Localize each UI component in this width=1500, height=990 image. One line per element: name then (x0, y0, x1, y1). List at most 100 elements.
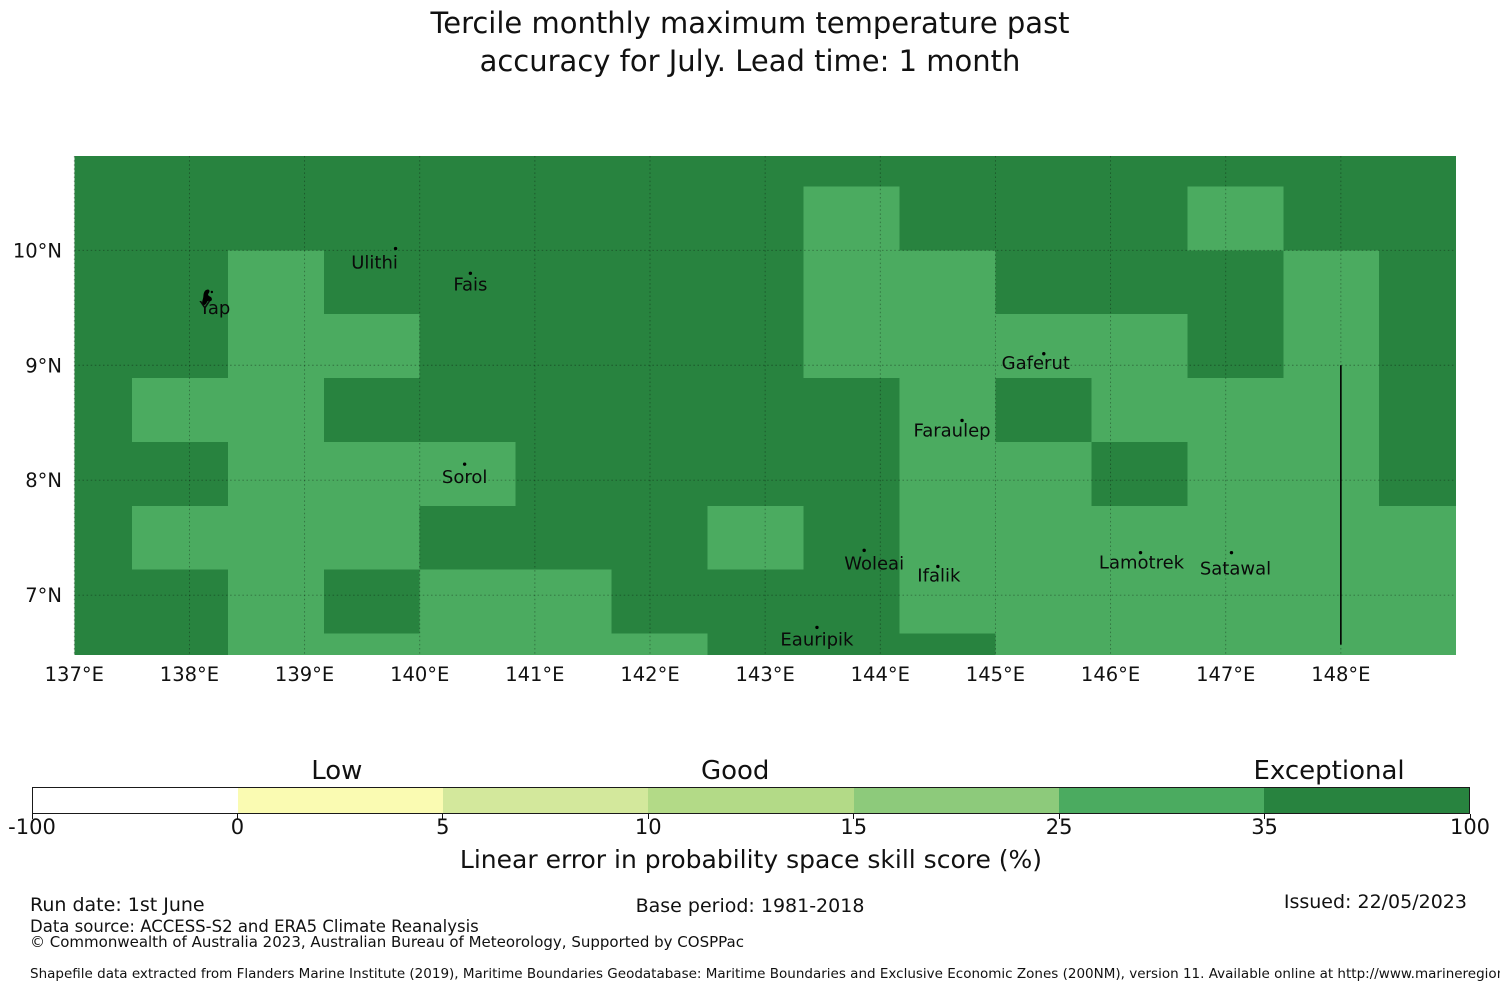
skill-cell (995, 441, 1092, 506)
island-dot (1138, 550, 1143, 555)
skill-cell (803, 314, 900, 379)
skill-cell (1379, 505, 1456, 570)
island-label: Yap (198, 298, 230, 319)
x-axis-tick-label: 144°E (851, 663, 910, 686)
island-label: Ifalik (917, 565, 961, 586)
shapefile-credit-text: Shapefile data extracted from Flanders M… (30, 966, 1500, 982)
skill-cell (227, 250, 324, 315)
skill-cell (995, 569, 1092, 634)
run-date-text: Run date: 1st June (30, 894, 205, 916)
base-period-text: Base period: 1981-2018 (635, 895, 865, 917)
chart-title-line1: Tercile monthly maximum temperature past (430, 6, 1070, 40)
skill-cell (1187, 186, 1284, 251)
skill-cell (995, 314, 1092, 379)
colorbar-segment (238, 788, 444, 813)
colorbar-tick (647, 814, 649, 819)
skill-cell (227, 378, 324, 442)
colorbar-tick-label: 100 (1449, 815, 1491, 839)
skill-cell (323, 314, 420, 379)
skill-cell (1283, 633, 1380, 655)
colorbar-category-label: Low (311, 756, 363, 786)
island-dot (462, 462, 467, 466)
island-dot (960, 418, 964, 423)
island-label: Sorol (442, 467, 487, 488)
island-label: Eauripik (780, 629, 854, 650)
skill-cell (323, 441, 420, 506)
skill-cell (1091, 505, 1188, 570)
colorbar-tick-label: 5 (436, 815, 450, 839)
colorbar-tick-label: 25 (1045, 815, 1073, 839)
skill-cell (899, 378, 996, 442)
colorbar-category-label: Exceptional (1253, 756, 1405, 786)
x-axis-tick-label: 139°E (275, 663, 334, 686)
skill-cell (995, 633, 1092, 655)
skill-cell (1091, 378, 1188, 442)
issued-date-text: Issued: 22/05/2023 (1283, 891, 1467, 913)
skill-cell (1283, 441, 1380, 506)
island-dot (1229, 550, 1234, 555)
skill-cell (227, 505, 324, 570)
skill-cell (227, 633, 324, 655)
colorbar-segment (443, 788, 649, 813)
island-dot (815, 625, 819, 630)
colorbar-tick (1264, 814, 1266, 819)
colorbar-tick (1058, 814, 1060, 819)
island-dot (468, 271, 473, 275)
skill-cell (803, 250, 900, 315)
skill-cell (419, 441, 516, 506)
colorbar-segment (853, 788, 1059, 813)
skill-cell (1283, 250, 1380, 315)
colorbar-segment (1263, 788, 1469, 813)
skill-cell (131, 378, 228, 442)
skill-cell (1187, 569, 1284, 634)
chart-title-line2: accuracy for July. Lead time: 1 month (479, 44, 1021, 78)
x-axis-tick-label: 141°E (505, 663, 564, 686)
x-axis-tick-label: 140°E (390, 663, 449, 686)
skill-cell (131, 505, 228, 570)
y-axis-tick-label: 9°N (25, 354, 62, 377)
skill-cell (515, 569, 612, 634)
skill-cell (899, 250, 996, 315)
island-label: Fais (453, 274, 487, 295)
skill-cell (323, 633, 420, 655)
x-axis-tick-label: 147°E (1196, 663, 1255, 686)
data-source-text: Data source: ACCESS-S2 and ERA5 Climate … (30, 917, 479, 936)
island-label: Gaferut (1002, 353, 1070, 374)
colorbar-tick (853, 814, 855, 819)
colorbar-tick (442, 814, 444, 819)
skill-cell (515, 633, 612, 655)
island-dot (1042, 352, 1046, 356)
skill-cell (419, 633, 516, 655)
skill-cell (1187, 505, 1284, 570)
y-axis-tick-label: 8°N (25, 469, 62, 492)
skill-cell (1187, 633, 1284, 655)
colorbar (32, 787, 1470, 814)
colorbar-category-label: Good (700, 756, 770, 786)
x-axis-tick-label: 143°E (736, 663, 795, 686)
colorbar-tick (31, 814, 33, 819)
skill-cell (1379, 569, 1456, 634)
skill-cell (1283, 378, 1380, 442)
island-dot (393, 246, 398, 251)
skill-cell (1091, 314, 1188, 379)
skill-cell (899, 505, 996, 570)
skill-cell (227, 569, 324, 634)
skill-cell (1379, 633, 1456, 655)
skill-cell (227, 441, 324, 506)
island-label: Faraulep (914, 420, 991, 441)
colorbar-tick-label: 35 (1251, 815, 1278, 839)
skill-cell (323, 505, 420, 570)
skill-cell (707, 505, 804, 570)
x-axis-tick-label: 146°E (1081, 663, 1140, 686)
colorbar-segment (33, 788, 239, 813)
skill-cell (1283, 314, 1380, 379)
skill-cell (227, 314, 324, 379)
skill-cell (1283, 569, 1380, 634)
skill-cell (1091, 633, 1188, 655)
colorbar-tick-label: 15 (840, 815, 868, 839)
x-axis-tick-label: 137°E (45, 663, 104, 686)
skill-cell (1091, 569, 1188, 634)
skill-cell (1187, 378, 1284, 442)
